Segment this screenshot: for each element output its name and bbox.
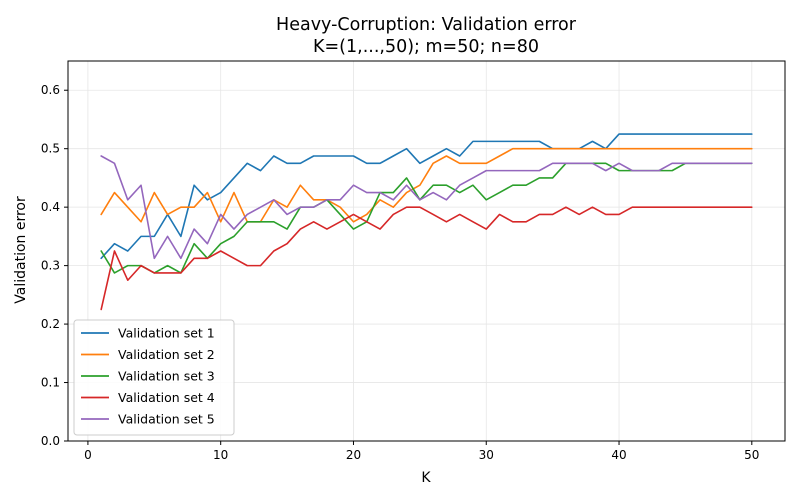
- plot-area-frame: [67, 60, 786, 442]
- legend-label-3: Validation set 3: [118, 369, 215, 384]
- y-tick-label: 0.0: [41, 434, 60, 448]
- x-tick-label: 40: [611, 448, 626, 462]
- x-tick-label: 30: [479, 448, 494, 462]
- series-line-2: [100, 147, 753, 223]
- x-tick-label: 0: [84, 448, 92, 462]
- y-tick-label: 0.4: [41, 200, 60, 214]
- y-axis-label: Validation error: [13, 196, 29, 304]
- chart-title: Heavy-Corruption: Validation error: [276, 15, 577, 35]
- series-lines: [100, 133, 753, 311]
- x-tick-label: 10: [213, 448, 228, 462]
- y-tick-label: 0.6: [41, 83, 60, 97]
- x-tick-label: 50: [744, 448, 759, 462]
- series-line-5: [100, 155, 753, 260]
- legend-label-1: Validation set 1: [118, 326, 215, 341]
- legend: Validation set 1 Validation set 2 Validati…: [73, 319, 235, 436]
- chart-subtitle: K=(1,...,50); m=50; n=80: [313, 37, 539, 57]
- legend-label-4: Validation set 4: [118, 390, 215, 405]
- series-line-4: [100, 206, 753, 311]
- y-tick-label: 0.3: [41, 259, 60, 273]
- y-tick-label: 0.2: [41, 317, 60, 331]
- legend-box: [73, 319, 235, 436]
- x-axis-label: K: [421, 470, 431, 486]
- legend-label-2: Validation set 2: [118, 347, 215, 362]
- legend-label-5: Validation set 5: [118, 412, 215, 427]
- y-tick-label: 0.5: [41, 142, 60, 156]
- y-tick-label: 0.1: [41, 376, 60, 390]
- x-tick-label: 20: [346, 448, 361, 462]
- axis-ticks: 0 10 20 30 40 50 0.0 0.1 0.2 0.3 0.4 0.5 0.6: [41, 83, 760, 462]
